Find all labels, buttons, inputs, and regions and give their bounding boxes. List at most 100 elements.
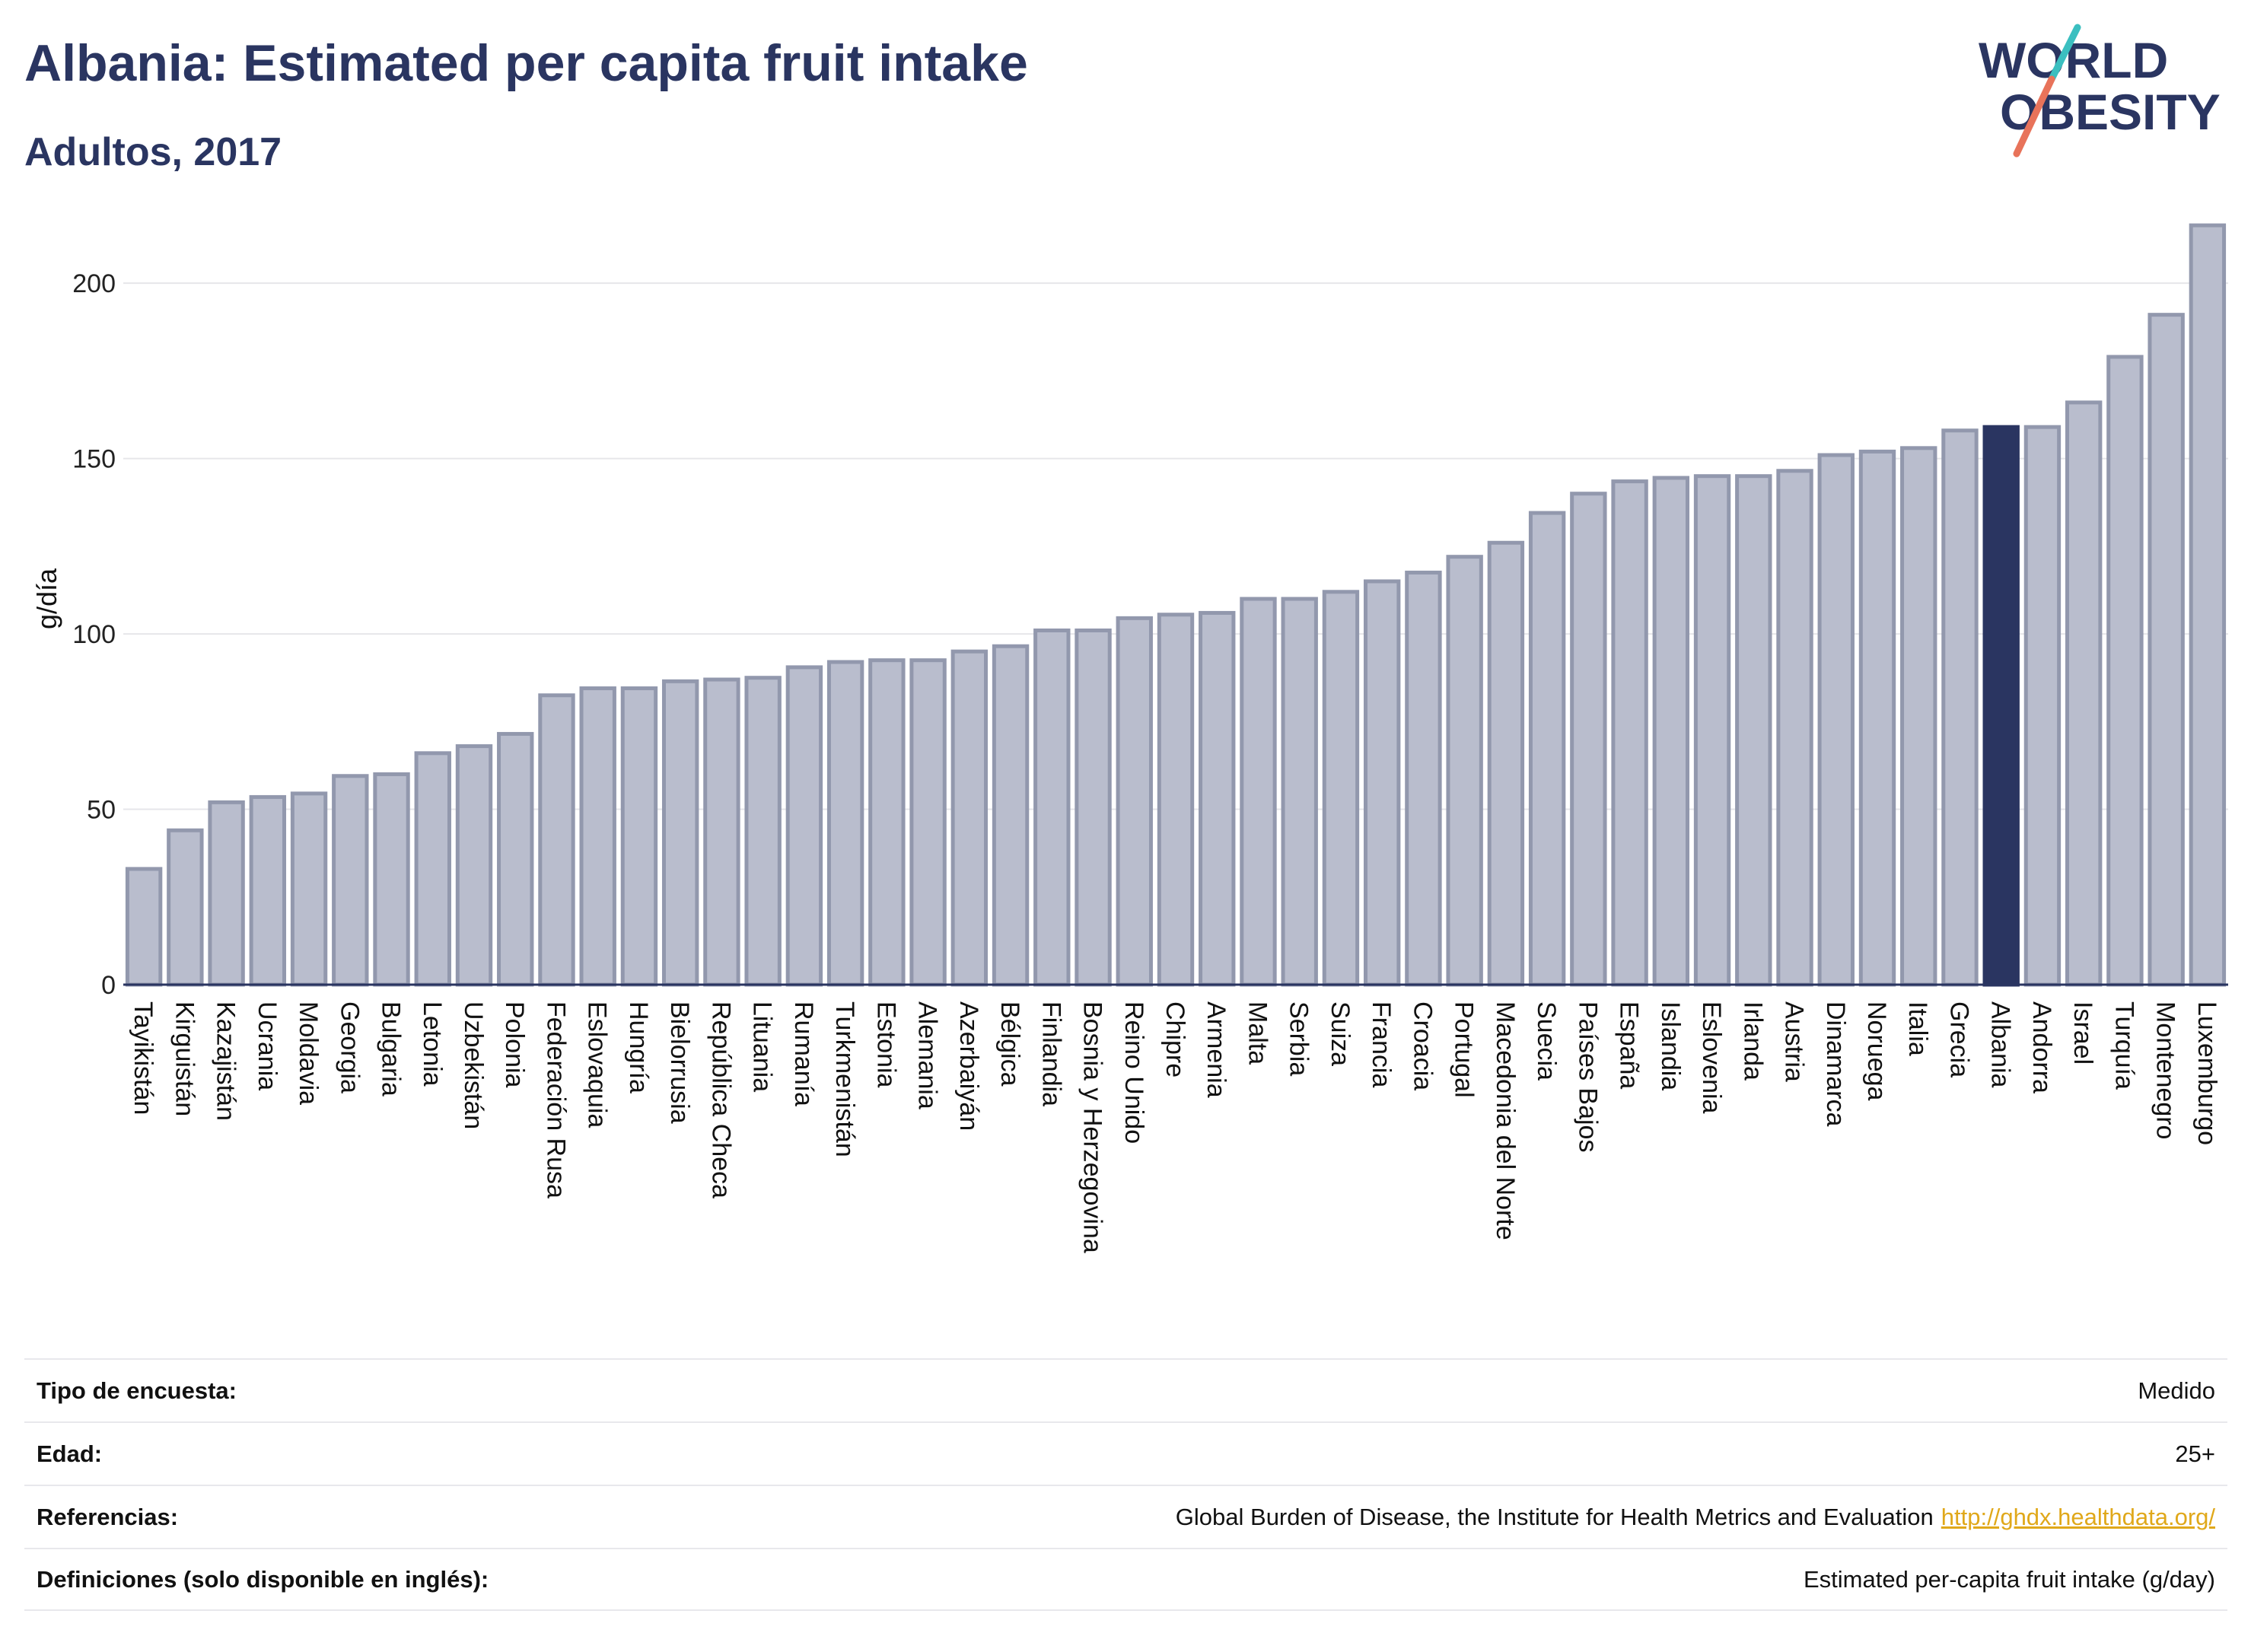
meta-label: Definiciones (solo disponible en inglés)…: [37, 1565, 489, 1593]
x-tick-label: Grecia: [1944, 1001, 1973, 1077]
x-tick-label: Turkmenistán: [830, 1001, 859, 1157]
x-tick-label: Lituania: [748, 1001, 777, 1092]
bar-47: [2065, 400, 2103, 987]
y-axis-label: g/día: [31, 568, 62, 629]
logo-slash-coral: [2013, 75, 2055, 158]
bar-0: [125, 867, 163, 987]
bar-1: [167, 828, 204, 987]
bar-chart: 0 50 100 150 200 g/día Tayikistán Kirguistán Kaz…: [31, 223, 2228, 1253]
meta-value: Medido: [2138, 1377, 2215, 1404]
bar-49: [2148, 313, 2185, 987]
x-tick-label: Armenia: [1202, 1001, 1231, 1098]
meta-label: Edad:: [37, 1440, 103, 1467]
x-tick-label: Federación Rusa: [541, 1001, 570, 1198]
reference-text: Global Burden of Disease, the Institute …: [1175, 1503, 1934, 1530]
bar-33: [1487, 540, 1525, 987]
x-tick-label: Hungría: [624, 1001, 653, 1093]
meta-row-age: Edad: 25+: [24, 1421, 2227, 1485]
meta-value-references: Global Burden of Disease, the Institute …: [1176, 1504, 2215, 1531]
x-tick-label: Chipre: [1161, 1001, 1189, 1077]
bar-46: [2023, 425, 2062, 987]
bar-4: [290, 791, 328, 987]
y-tick-label: 0: [101, 971, 116, 1000]
y-tick-label: 100: [72, 620, 116, 649]
bar-32: [1446, 555, 1483, 987]
meta-row-references: Referencias: Global Burden of Disease, t…: [24, 1485, 2227, 1548]
meta-row-survey-type: Tipo de encuesta: Medido: [24, 1358, 2227, 1421]
x-tick-label: Azerbaiyán: [954, 1001, 983, 1131]
x-tick-label: Letonia: [418, 1001, 447, 1087]
x-tick-label: Croacia: [1408, 1001, 1437, 1090]
x-tick-label: Luxemburgo: [2192, 1001, 2221, 1145]
x-tick-label: Moldavia: [294, 1001, 323, 1105]
bar-5: [332, 774, 369, 987]
bar-34: [1528, 511, 1566, 987]
bar-35: [1570, 492, 1607, 987]
bar-45: [1982, 425, 2020, 987]
x-tick-label: Países Bajos: [1573, 1001, 1602, 1152]
bar-11: [579, 686, 616, 987]
x-tick-label: Eslovenia: [1697, 1001, 1726, 1114]
x-tick-label: Bielorrusia: [665, 1001, 694, 1124]
bar-15: [744, 676, 782, 987]
bar-22: [1033, 628, 1071, 987]
x-tick-label: Alemania: [913, 1001, 942, 1109]
x-tick-label: Noruega: [1862, 1001, 1891, 1101]
bar-26: [1199, 610, 1236, 987]
page-subtitle: Adultos, 2017: [24, 130, 282, 174]
x-tick-label: Tayikistán: [129, 1001, 158, 1115]
x-tick-label: Georgia: [335, 1001, 364, 1093]
page-title: Albania: Estimated per capita fruit inta…: [24, 34, 1028, 92]
x-tick-label: Albania: [1986, 1001, 2015, 1088]
x-tick-label: Andorra: [2027, 1001, 2056, 1093]
y-tick-label: 50: [87, 796, 116, 825]
bar-28: [1281, 597, 1318, 987]
x-tick-label: Israel: [2068, 1001, 2097, 1065]
bar-21: [992, 644, 1030, 987]
bar-9: [497, 731, 534, 987]
logo-slash-teal: [2048, 24, 2081, 83]
x-tick-label: Bosnia y Herzegovina: [1078, 1001, 1107, 1253]
bar-37: [1652, 476, 1690, 987]
bar-42: [1858, 449, 1896, 987]
x-tick-label: Kirguistán: [170, 1001, 199, 1116]
meta-label: Referencias:: [37, 1503, 179, 1530]
meta-label: Tipo de encuesta:: [37, 1377, 237, 1404]
bar-17: [826, 660, 864, 987]
x-tick-label: Austria: [1780, 1001, 1809, 1082]
bar-18: [868, 658, 906, 987]
bar-16: [785, 665, 823, 987]
bar-40: [1776, 469, 1813, 987]
world-obesity-logo: WORLD OBESITY: [1979, 24, 2221, 158]
bar-23: [1075, 628, 1112, 987]
x-tick-label: Serbia: [1285, 1001, 1313, 1076]
bar-7: [414, 751, 451, 987]
x-tick-label: Suiza: [1326, 1001, 1355, 1066]
x-tick-label: Polonia: [500, 1001, 529, 1088]
x-tick-label: Turquía: [2109, 1001, 2138, 1090]
bar-25: [1157, 613, 1195, 987]
y-tick-label: 150: [72, 445, 116, 474]
x-tick-label: Macedonia del Norte: [1491, 1001, 1520, 1240]
bar-30: [1363, 579, 1401, 987]
bar-43: [1900, 446, 1937, 987]
bar-3: [249, 794, 287, 987]
x-tick-label: Irlanda: [1738, 1001, 1767, 1081]
bar-6: [373, 772, 410, 987]
x-tick-label: Eslovaquia: [583, 1001, 612, 1128]
x-tick-label: Rumanía: [789, 1001, 818, 1106]
bar-39: [1735, 474, 1772, 987]
x-tick-label: Kazajistán: [212, 1001, 240, 1121]
reference-link[interactable]: http://ghdx.healthdata.org/: [1941, 1503, 2215, 1530]
bar-2: [208, 800, 245, 987]
bar-14: [703, 677, 740, 987]
bar-31: [1405, 570, 1442, 987]
x-tick-label: Malta: [1243, 1001, 1272, 1065]
x-tick-label: Uzbekistán: [459, 1001, 488, 1129]
bar-36: [1611, 479, 1648, 987]
metadata-table: Tipo de encuesta: Medido Edad: 25+ Refer…: [24, 1358, 2227, 1611]
x-tick-label: Francia: [1367, 1001, 1396, 1087]
x-tick-label: República Checa: [706, 1001, 735, 1198]
bar-13: [661, 679, 699, 987]
bar-10: [538, 693, 575, 987]
